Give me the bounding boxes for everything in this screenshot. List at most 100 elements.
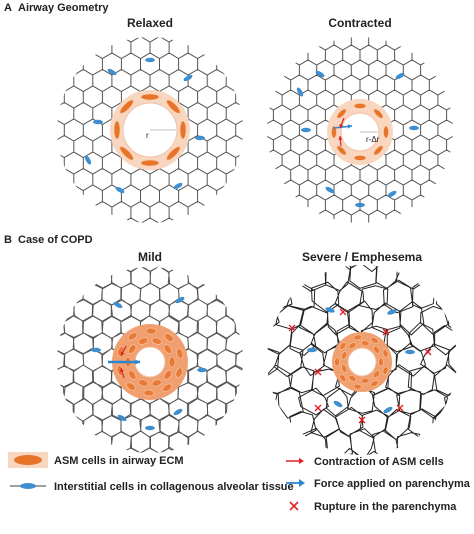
asm-cell [116, 365, 124, 376]
asm-cell [378, 357, 384, 367]
asm-cell [373, 108, 384, 119]
interstitial-cell [173, 408, 183, 416]
rupture-mark [382, 328, 390, 336]
arrow-head [135, 359, 140, 365]
asm-cell [151, 337, 162, 345]
asm-cell [383, 125, 389, 139]
panel-label: A [4, 2, 12, 14]
hex-mesh [57, 267, 243, 453]
asm-cell [331, 125, 337, 139]
asm-cell [339, 374, 347, 382]
asm-cell [113, 120, 121, 140]
asm-cell [336, 108, 347, 119]
interstitial-cell [195, 135, 205, 141]
asm-cell [348, 375, 357, 382]
asm-cell [126, 382, 136, 391]
interstitial-cell [115, 186, 125, 194]
interstitial-cell [307, 347, 317, 353]
radius-label: r [146, 131, 149, 140]
asm-cell [138, 379, 149, 387]
interstitial-cell [325, 307, 335, 313]
interstitial-cell [183, 74, 193, 82]
rupture-mark [288, 324, 296, 332]
interstitial-cell [325, 186, 335, 194]
interstitial-cell [315, 70, 325, 78]
asm-cell [127, 332, 138, 341]
rupture-mark [314, 368, 322, 376]
rupture-mark [314, 404, 322, 412]
panel-title: Airway Geometry [18, 2, 109, 14]
airways [108, 90, 393, 400]
airway-lumen [347, 347, 377, 377]
interstitial-cell [296, 87, 304, 97]
asm-cell [361, 377, 370, 384]
panel-title: Case of COPD [18, 234, 93, 246]
asm-cell [353, 383, 362, 390]
interstitial-cell [355, 202, 365, 208]
asm-cell [140, 159, 160, 167]
rupture-mark [339, 308, 347, 316]
asm-cell [353, 155, 367, 161]
asm-cell [119, 146, 134, 161]
sub-title: Severe / Emphesema [302, 250, 422, 264]
asm-cell [339, 342, 347, 350]
asm-cell [163, 370, 172, 380]
asm-cell [168, 356, 176, 368]
asm-cell [145, 327, 157, 335]
rupture-mark [424, 348, 432, 356]
legend-cross [289, 501, 299, 511]
legend: ASM cells in airway ECM Interstitial cel… [8, 452, 471, 513]
interstitial-cell [383, 406, 393, 414]
legend-text: Contraction of ASM cells [314, 456, 444, 468]
hex-mesh [57, 37, 243, 223]
asm-cell [373, 370, 381, 378]
meshes [57, 37, 457, 455]
arrow-head [120, 368, 124, 373]
legend-text: Interstitial cells in collagenous alveol… [54, 481, 294, 493]
asm-cell [370, 337, 379, 344]
asm-cell [128, 344, 137, 354]
interstitial-cell [333, 400, 343, 408]
asm-cell [334, 357, 340, 367]
interstitial-cell [84, 155, 92, 165]
arrow-head [347, 124, 352, 129]
asm-cell [382, 349, 389, 358]
asm-cell [348, 342, 357, 349]
legend-swatch [14, 455, 42, 465]
sub-title: Mild [138, 250, 162, 264]
asm-cell [140, 93, 160, 101]
legend-arrow [299, 479, 305, 487]
legend-text: Rupture in the parenchyma [314, 501, 457, 513]
sub-title: Contracted [328, 16, 391, 30]
interstitial-cell [175, 296, 185, 304]
asm-cell [341, 351, 348, 360]
asm-cell [143, 389, 155, 397]
interstitial-cell [93, 119, 103, 125]
asm-cell [373, 145, 384, 156]
legend-arrow [299, 458, 304, 464]
asm-cell [353, 103, 367, 109]
rupture-mark [396, 404, 404, 412]
interstitial-cell [395, 72, 405, 80]
legend-text: Force applied on parenchyma [314, 478, 471, 490]
arrow-head [120, 351, 125, 356]
interstitial-cell [145, 425, 155, 431]
asm-cell [166, 146, 181, 161]
legend-swatch [20, 483, 36, 489]
interstitial-cell [405, 349, 415, 355]
asm-cell [176, 348, 184, 359]
interstitial-cell [113, 301, 123, 309]
interstitial-cell [409, 125, 419, 131]
arrow-head [339, 123, 344, 128]
asm-cell [179, 120, 187, 140]
interstitial-cell [301, 127, 311, 133]
interstitial-cell [107, 68, 117, 76]
interstitial-cell [197, 367, 207, 373]
asm-cell [119, 99, 134, 114]
radius-label: r-Δr [366, 135, 380, 144]
asm-cell [128, 370, 137, 380]
asm-cell [175, 367, 183, 378]
asm-cell [336, 145, 347, 156]
asm-cell [370, 380, 379, 387]
